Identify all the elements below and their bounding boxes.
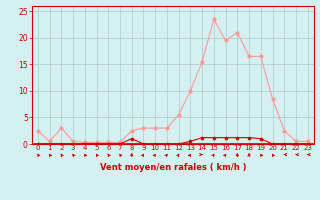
- X-axis label: Vent moyen/en rafales ( km/h ): Vent moyen/en rafales ( km/h ): [100, 162, 246, 171]
